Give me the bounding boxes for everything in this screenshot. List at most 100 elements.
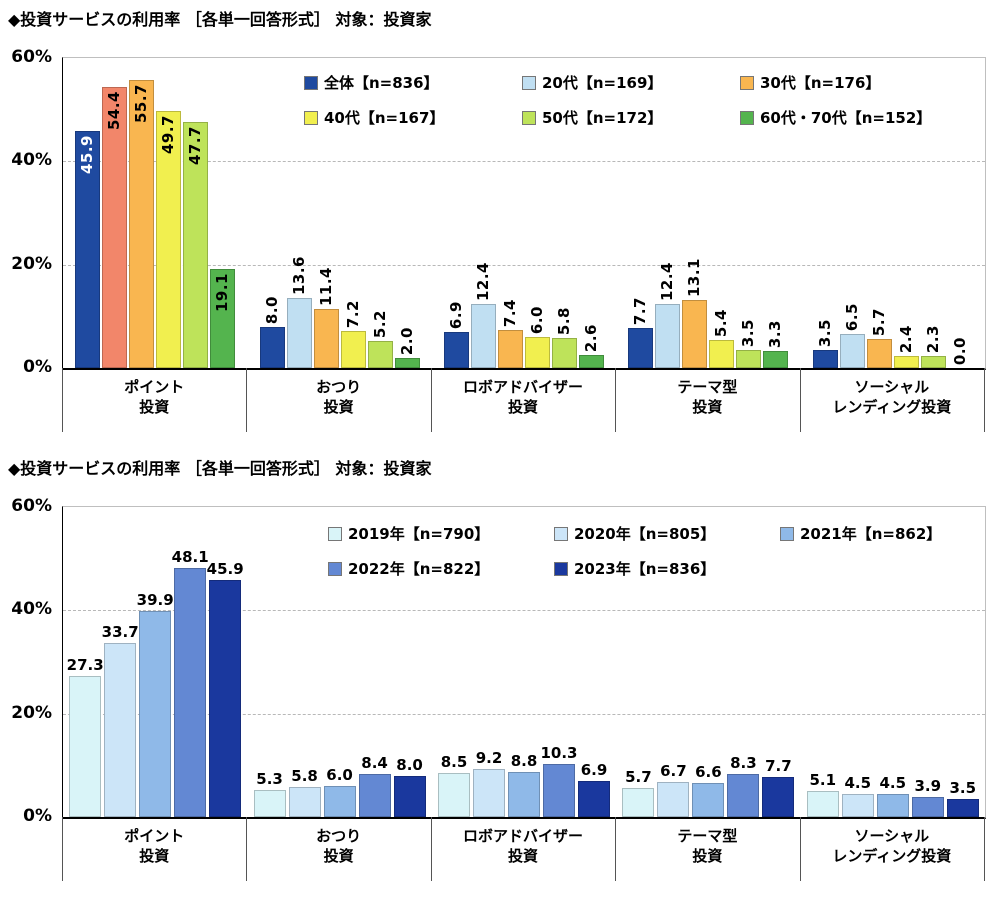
category-separator xyxy=(984,817,985,881)
bar-fill xyxy=(682,300,708,368)
bar-value-label: 27.3 xyxy=(66,656,104,674)
bar: 3.9 xyxy=(911,777,944,817)
legend-item: 2021年【n=862】 xyxy=(780,523,1000,544)
chart-title: ◆投資サービスの利用率 ［各単一回答形式］ 対象：投資家 xyxy=(8,10,432,29)
category-separator xyxy=(431,817,432,881)
category-separator xyxy=(800,368,801,432)
bar: 3.5 xyxy=(812,319,838,368)
legend-item: 2019年【n=790】 xyxy=(328,523,554,544)
legend-swatch xyxy=(554,561,568,576)
bar-fill xyxy=(507,772,540,817)
category-label: ポイント 投資 xyxy=(124,827,185,865)
legend-item: 60代・70代【n=152】 xyxy=(740,107,958,128)
bar-value-label: 48.1 xyxy=(171,548,209,566)
bar-fill xyxy=(470,304,496,368)
legend-item: 20代【n=169】 xyxy=(522,72,740,93)
bar-fill xyxy=(524,337,550,368)
bar: 3.5 xyxy=(736,319,762,368)
bar-value-label: 45.9 xyxy=(206,560,244,578)
legend-item: 2023年【n=836】 xyxy=(554,558,780,579)
gridline xyxy=(63,713,985,715)
bar-fill xyxy=(437,773,470,817)
bar-fill xyxy=(920,356,946,368)
bar-value-label: 8.5 xyxy=(440,753,468,771)
bar-fill xyxy=(542,764,575,817)
bar-value-label: 7.4 xyxy=(500,298,519,327)
legend-swatch xyxy=(780,526,794,541)
legend-swatch xyxy=(304,75,318,90)
bar: 47.7 xyxy=(183,122,209,368)
bar-fill xyxy=(443,332,469,368)
legend-label: 30代【n=176】 xyxy=(760,74,881,92)
legend-label: 2021年【n=862】 xyxy=(800,525,942,543)
bar-fill xyxy=(628,328,654,368)
bar-fill xyxy=(210,269,236,368)
gridline xyxy=(63,161,985,163)
y-tick-label: 40% xyxy=(11,150,52,171)
bar-value-label: 0.0 xyxy=(950,336,969,365)
bar: 27.3 xyxy=(67,656,104,817)
category-label: ポイント 投資 xyxy=(124,378,185,416)
bar-fill xyxy=(340,331,366,368)
bar: 2.6 xyxy=(578,324,604,368)
bar-value-label: 3.5 xyxy=(815,318,834,347)
legend-label: 50代【n=172】 xyxy=(542,109,663,127)
bar-fill xyxy=(911,797,944,817)
bar-value-label: 5.1 xyxy=(809,771,837,789)
bar-group: 5.7 6.7 6.6 8.3 7.7 xyxy=(616,507,800,817)
bar: 45.9 xyxy=(207,560,244,817)
legend: 2019年【n=790】 2020年【n=805】 2021年【n=862】 2022… xyxy=(328,523,1000,579)
bar-value-label: 6.5 xyxy=(842,302,861,331)
bar-value-label: 7.7 xyxy=(631,296,650,325)
bar: 2.4 xyxy=(893,325,919,368)
bar-value-label: 9.2 xyxy=(475,749,503,767)
bar-group: 27.3 33.7 39.9 48.1 45.9 xyxy=(63,507,247,817)
bar: 49.7 xyxy=(156,111,182,368)
bar-fill xyxy=(139,611,172,817)
bar-value-label: 13.6 xyxy=(289,255,308,295)
bar-value-label: 4.5 xyxy=(879,774,907,792)
bar-value-label: 54.4 xyxy=(105,91,124,131)
legend-swatch xyxy=(740,75,754,90)
bar-fill xyxy=(253,790,286,817)
legend-item: 40代【n=167】 xyxy=(304,107,522,128)
bar-value-label: 11.4 xyxy=(316,266,335,306)
bar: 8.5 xyxy=(437,753,470,817)
bar-value-label: 10.3 xyxy=(540,744,578,762)
category-label: ロボアドバイザー 投資 xyxy=(462,378,583,416)
bar: 10.3 xyxy=(540,744,577,817)
plot-area: 45.9 54.4 55.7 49.7 47.7 19.1 8.0 13.6 11.4 7.2 5.… xyxy=(62,57,986,370)
bar: 5.3 xyxy=(253,770,286,817)
legend-swatch xyxy=(328,561,342,576)
category-separator xyxy=(62,817,63,881)
bar: 9.2 xyxy=(472,749,505,817)
bar-fill xyxy=(472,769,505,817)
legend-item: 30代【n=176】 xyxy=(740,72,958,93)
legend-label: 2022年【n=822】 xyxy=(348,560,490,578)
bar-value-label: 3.3 xyxy=(766,319,785,348)
bar-value-label: 33.7 xyxy=(101,623,139,641)
bar-fill xyxy=(367,341,393,368)
bar: 33.7 xyxy=(102,623,139,817)
bar: 12.4 xyxy=(655,262,681,368)
bar-fill xyxy=(183,122,209,368)
bar-value-label: 3.9 xyxy=(914,777,942,795)
bar: 13.1 xyxy=(682,258,708,368)
legend-item: 2022年【n=822】 xyxy=(328,558,554,579)
bar-fill xyxy=(657,782,690,817)
bar: 7.2 xyxy=(340,300,366,368)
bar-value-label: 13.1 xyxy=(685,257,704,297)
bar: 19.1 xyxy=(210,269,236,368)
category-label: ロボアドバイザー 投資 xyxy=(462,827,583,865)
bar: 8.4 xyxy=(358,754,391,817)
bar-fill xyxy=(812,350,838,368)
bar: 8.3 xyxy=(727,754,760,817)
bar-value-label: 7.2 xyxy=(343,299,362,328)
y-tick-label: 0% xyxy=(23,357,52,377)
bar-value-label: 47.7 xyxy=(186,126,205,166)
bar-fill xyxy=(763,351,789,368)
category-separator xyxy=(431,368,432,432)
bar-value-label: 5.4 xyxy=(712,308,731,337)
bar-value-label: 6.0 xyxy=(326,766,353,784)
legend-label: 20代【n=169】 xyxy=(542,74,663,92)
